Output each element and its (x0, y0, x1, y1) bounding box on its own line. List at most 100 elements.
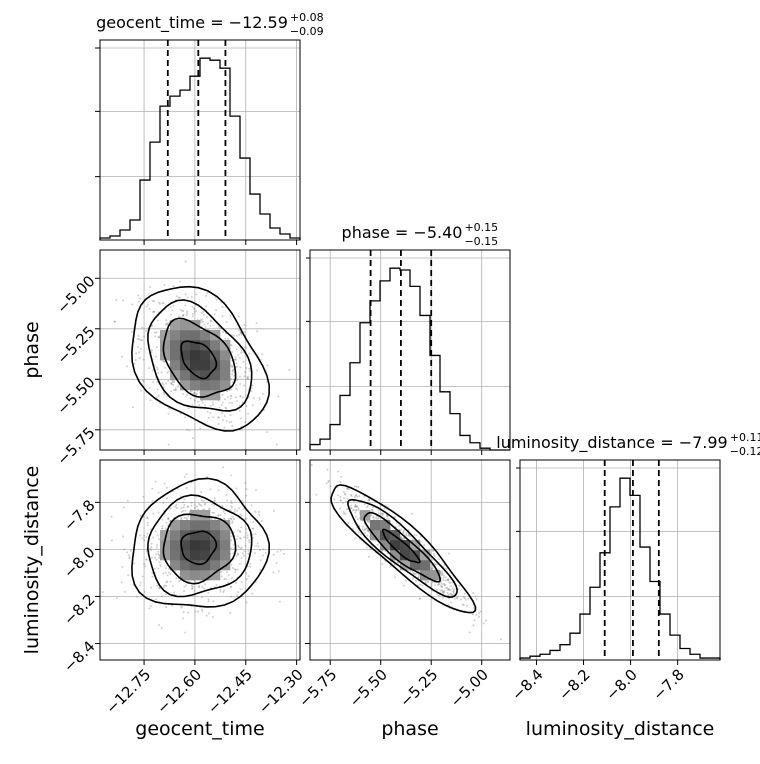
scatter-point (193, 399, 196, 402)
scatter-point (228, 517, 231, 520)
scatter-point (174, 505, 177, 508)
scatter-point (126, 499, 129, 502)
scatter-point (446, 578, 449, 581)
scatter-point (154, 355, 157, 358)
scatter-point (205, 475, 208, 478)
scatter-point (227, 581, 230, 584)
scatter-point (222, 419, 225, 422)
scatter-point (139, 347, 142, 350)
scatter-point (248, 367, 251, 370)
density-cell (220, 370, 231, 381)
scatter-point (226, 571, 229, 574)
scatter-point (358, 494, 361, 497)
scatter-point (377, 509, 380, 512)
scatter-point (333, 498, 336, 501)
scatter-point (447, 588, 450, 591)
scatter-point (235, 334, 238, 337)
scatter-point (169, 580, 172, 583)
scatter-point (351, 509, 354, 512)
scatter-point (381, 563, 384, 566)
scatter-point (172, 304, 175, 307)
y-tick-label: −7.8 (60, 496, 98, 534)
scatter-point (222, 517, 225, 520)
scatter-point (209, 586, 212, 589)
scatter-point (170, 383, 173, 386)
scatter-point (209, 404, 212, 407)
scatter-point (193, 307, 196, 310)
scatter-point (237, 544, 240, 547)
scatter-point (152, 536, 155, 539)
scatter-point (163, 584, 166, 587)
scatter-point (156, 584, 159, 587)
scatter-point (234, 356, 237, 359)
scatter-point (245, 517, 248, 520)
scatter-point (202, 500, 205, 503)
scatter-point (167, 370, 170, 373)
scatter-point (275, 562, 278, 565)
scatter-point (186, 518, 189, 521)
scatter-point (200, 499, 203, 502)
scatter-point (190, 501, 193, 504)
scatter-point (170, 390, 173, 393)
scatter-point (123, 548, 126, 551)
scatter-point (153, 310, 156, 313)
scatter-point (191, 404, 194, 407)
scatter-point (101, 591, 104, 594)
density-cell (170, 530, 181, 541)
scatter-point (224, 406, 227, 409)
scatter-point (446, 578, 449, 581)
scatter-point (137, 351, 140, 354)
scatter-point (239, 351, 242, 354)
scatter-point (238, 537, 241, 540)
scatter-point (236, 529, 239, 532)
scatter-point (236, 400, 239, 403)
scatter-point (431, 566, 434, 569)
scatter-point (235, 384, 238, 387)
scatter-point (142, 495, 145, 498)
scatter-point (217, 514, 220, 517)
histogram-panel-geocent_time: geocent_time = −12.59 +0.08−0.09 (95, 11, 324, 245)
scatter-point (371, 508, 374, 511)
scatter-point (173, 591, 176, 594)
scatter-point (161, 527, 164, 530)
scatter-point (135, 595, 138, 598)
scatter-point (192, 392, 195, 395)
scatter-point (370, 510, 373, 513)
scatter-point (145, 536, 148, 539)
scatter-point (372, 516, 375, 519)
scatter-point (171, 604, 174, 607)
density-cell (190, 380, 201, 391)
scatter-point (225, 321, 228, 324)
scatter-point (461, 603, 464, 606)
scatter-point (209, 488, 212, 491)
scatter-point (206, 291, 209, 294)
scatter-point (154, 335, 157, 338)
contour-level-3 (147, 299, 253, 412)
scatter-point (279, 549, 282, 552)
scatter-point (175, 389, 178, 392)
scatter-point (230, 547, 233, 550)
scatter-point (142, 358, 145, 361)
scatter-point (221, 505, 224, 508)
scatter-point (243, 330, 246, 333)
density-cell (180, 550, 191, 561)
scatter-point (231, 373, 234, 376)
scatter-point (197, 404, 200, 407)
scatter-point (161, 525, 164, 528)
scatter-point (240, 333, 243, 336)
scatter-point (453, 588, 456, 591)
scatter-point (247, 377, 250, 380)
density-cells (160, 510, 231, 581)
scatter-point (174, 387, 177, 390)
scatter-point (199, 321, 202, 324)
density-cell (210, 370, 221, 381)
scatter-point (366, 534, 369, 537)
scatter-point (246, 377, 249, 380)
scatter-point (184, 631, 187, 634)
scatter-point (191, 312, 194, 315)
scatter-point (139, 339, 142, 342)
scatter-point (121, 535, 124, 538)
histogram-panel-phase: phase = −5.40 +0.15−0.15 (306, 221, 511, 455)
scatter-point (418, 573, 421, 576)
scatter-point (150, 605, 153, 608)
